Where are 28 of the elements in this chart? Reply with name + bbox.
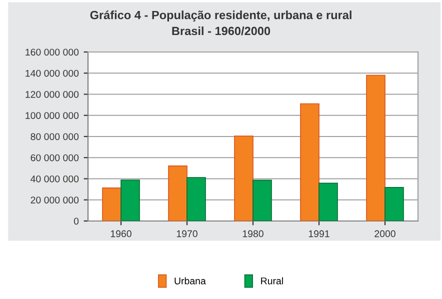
y-tick-label: 120 000 000: [26, 90, 79, 98]
y-tick-label: 40 000 000: [30, 175, 79, 182]
x-tick-label: 1991: [308, 230, 330, 238]
x-tick-label: 1960: [110, 230, 132, 238]
bar: [102, 188, 122, 221]
bar: [384, 186, 404, 221]
chart-title: Gráfico 4 - População residente, urbana e rural: [90, 10, 352, 22]
y-tick-label: 0: [74, 218, 79, 225]
bar: [252, 180, 272, 221]
bar: [300, 103, 320, 221]
y-tick-label: 80 000 000: [30, 133, 79, 140]
x-tick-label: 2000: [374, 230, 396, 238]
y-tick-label: 100 000 000: [26, 112, 79, 119]
bar: [366, 74, 386, 221]
bar: [120, 180, 140, 221]
chart-subtitle: Brasil - 1960/2000: [172, 26, 270, 36]
y-tick-label: 60 000 000: [30, 154, 79, 162]
bar: [168, 166, 188, 221]
legend-label: Rural: [261, 277, 283, 284]
bar: [234, 136, 254, 221]
x-tick-label: 1980: [242, 230, 264, 238]
y-tick-label: 140 000 000: [26, 70, 79, 77]
bar: [186, 177, 206, 221]
legend-label: Urbana: [174, 277, 206, 284]
y-tick-label: 160 000 000: [26, 48, 79, 56]
x-tick-label: 1970: [176, 230, 198, 238]
bar: [318, 182, 338, 221]
y-tick-label: 20 000 000: [30, 196, 79, 204]
